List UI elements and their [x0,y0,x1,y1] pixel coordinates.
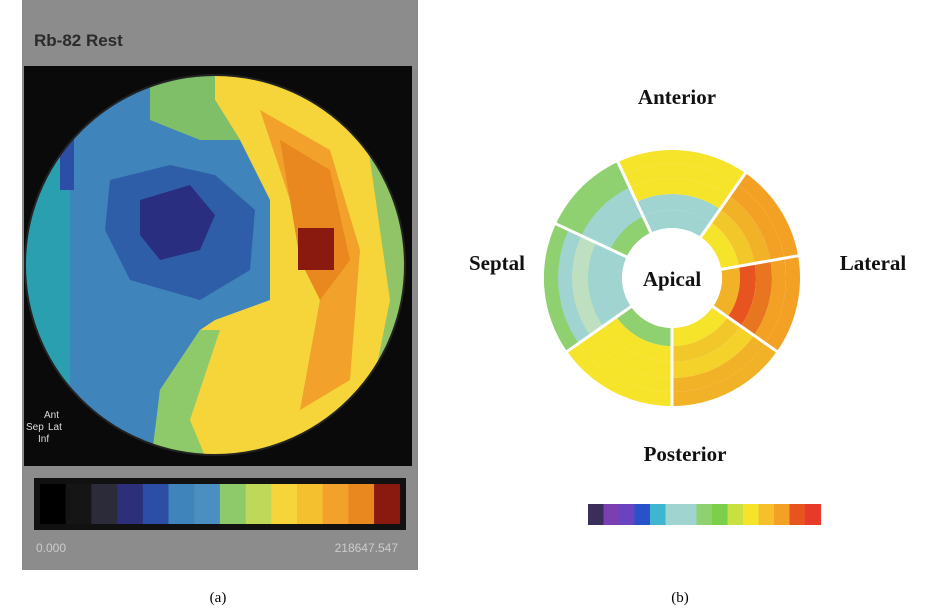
colorbar-b-swatch [790,504,806,525]
colorbar-b-swatch [681,504,697,525]
colorbar-b-swatch [666,504,682,525]
colorbar-b-swatch [635,504,651,525]
colorbar-a-swatch [348,484,374,524]
colorbar-b-swatch [774,504,790,525]
panel-a-title: Rb-82 Rest [34,31,123,50]
colorbar-a-swatch [246,484,272,524]
label-septal: Septal [469,251,525,275]
colorbar-a-swatch [40,484,66,524]
colorbar-a-swatch [374,484,400,524]
colorbar-b-swatch [712,504,728,525]
colorbar-a-max: 218647.547 [335,541,399,555]
colorbar-a-swatch [143,484,169,524]
colorbar-a-min: 0.000 [36,541,66,555]
colorbar-b-swatch [604,504,620,525]
colorbar-a-swatch [194,484,220,524]
colorbar-b-swatch [650,504,666,525]
caption-a: (a) [210,590,227,606]
colorbar-a [40,484,400,524]
colorbar-a-swatch [169,484,195,524]
colorbar-b-swatch [805,504,821,525]
colorbar-b [588,504,821,525]
figure: Rb-82 Rest Ant Sep Lat Inf 0.000 218647.… [0,0,925,610]
colorbar-b-swatch [588,504,604,525]
colorbar-a-swatch [117,484,143,524]
colorbar-b-swatch [759,504,775,525]
colorbar-a-swatch [220,484,246,524]
colorbar-b-swatch [728,504,744,525]
label-lateral: Lateral [840,251,907,275]
caption-b: (b) [671,590,689,606]
label-posterior: Posterior [644,442,727,466]
colorbar-a-swatch [91,484,117,524]
orient-ant: Ant [44,410,59,421]
colorbar-a-swatch [271,484,297,524]
orient-sep: Sep [26,422,44,433]
colorbar-a-swatch [66,484,92,524]
orient-inf: Inf [38,434,49,445]
colorbar-a-swatch [323,484,349,524]
label-apical: Apical [643,267,702,291]
orient-lat: Lat [48,422,62,433]
colorbar-b-swatch [743,504,759,525]
colorbar-b-swatch [697,504,713,525]
colorbar-a-swatch [297,484,323,524]
colorbar-b-swatch [619,504,635,525]
label-anterior: Anterior [638,85,716,109]
